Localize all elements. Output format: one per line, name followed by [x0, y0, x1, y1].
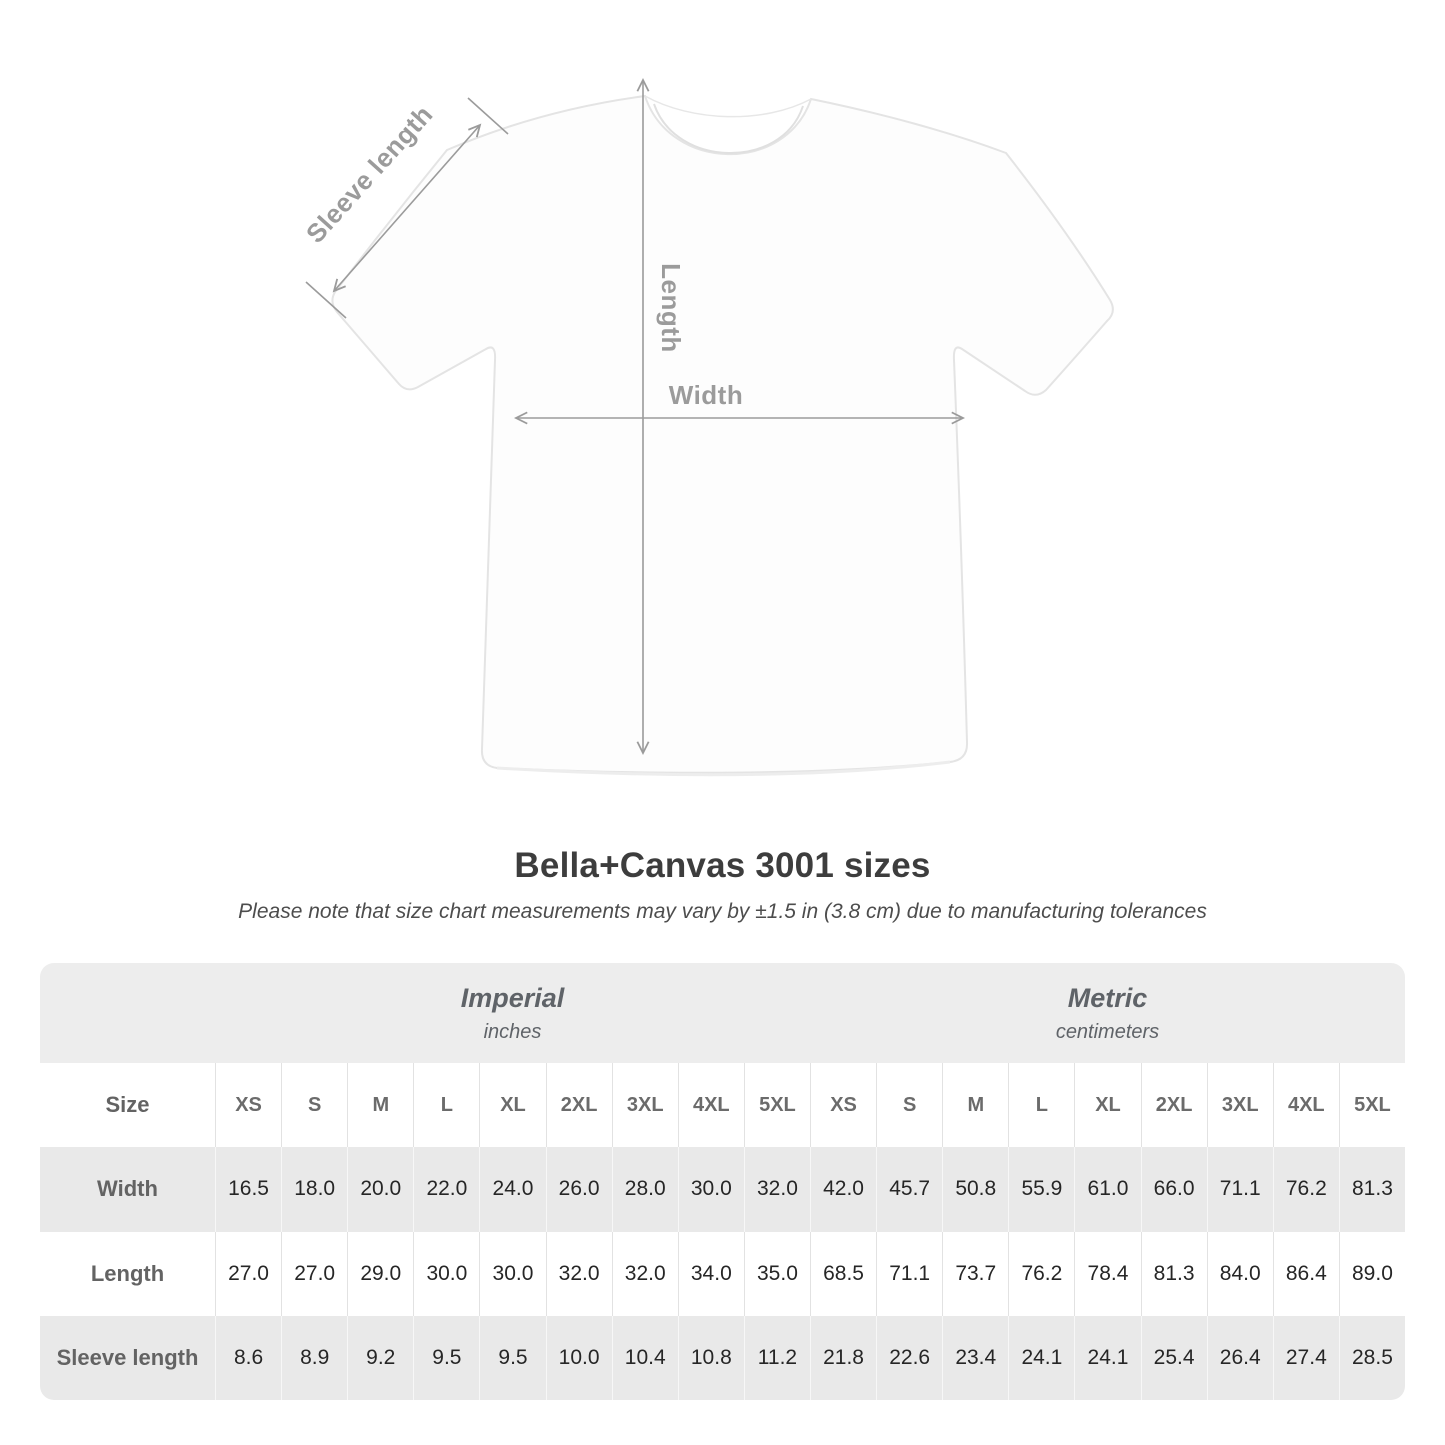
metric-unit: centimeters [1055, 1020, 1160, 1043]
size-header-row: Size XS S M L XL 2XL 3XL 4XL 5XL XS S M L XL 2XL 3XL 4XL… [40, 1063, 1405, 1148]
table-cell: 9.5 [413, 1315, 479, 1400]
table-cell: 66.0 [1140, 1147, 1207, 1232]
table-cell: 76.2 [1008, 1231, 1074, 1316]
size-column-header: Size [105, 1092, 150, 1118]
table-cell: 32.0 [743, 1147, 810, 1232]
tshirt-measurement-diagram: Length Width Sleeve length [300, 77, 1114, 777]
tshirt-silhouette [331, 94, 1114, 777]
table-cell: 32.0 [611, 1231, 678, 1316]
unit-group-metric: Metric centimeters [810, 963, 1405, 1063]
table-cell: 81.3 [1140, 1231, 1207, 1316]
table-cell: 61.0 [1074, 1147, 1140, 1232]
unit-band-row: Imperial inches Metric centimeters [40, 963, 1405, 1063]
table-cell: 71.1 [876, 1231, 942, 1316]
row-label: Sleeve length [56, 1344, 199, 1370]
table-cell: 27.4 [1272, 1315, 1339, 1400]
size-col-header: XS [215, 1063, 281, 1148]
table-row: Length 27.0 27.0 29.0 30.0 30.0 32.0 32.0 34.0 35… [40, 1231, 1405, 1316]
table-cell: 25.4 [1140, 1315, 1207, 1400]
table-cell: 30.0 [677, 1147, 744, 1232]
size-col-header: S [281, 1063, 347, 1148]
metric-label: Metric [1067, 982, 1148, 1013]
imperial-label: Imperial [460, 982, 565, 1013]
table-cell: 55.9 [1008, 1147, 1074, 1232]
table-cell: 78.4 [1074, 1231, 1140, 1316]
table-cell: 26.0 [545, 1147, 612, 1232]
table-cell: 42.0 [810, 1147, 876, 1232]
row-label: Length [90, 1260, 165, 1286]
table-cell: 34.0 [677, 1231, 744, 1316]
unit-band-spacer [40, 963, 215, 1063]
table-cell: 84.0 [1206, 1231, 1273, 1316]
width-label: Width [669, 380, 743, 410]
table-cell: 27.0 [215, 1231, 281, 1316]
size-col-header: 5XL [1338, 1063, 1405, 1148]
page-subtitle: Please note that size chart measurements… [238, 900, 1207, 923]
table-cell: 86.4 [1272, 1231, 1339, 1316]
size-col-header: XL [1074, 1063, 1140, 1148]
size-table: Imperial inches Metric centimeters Size … [40, 963, 1405, 1400]
table-cell: 20.0 [347, 1147, 413, 1232]
size-col-header: 5XL [743, 1063, 810, 1148]
size-col-header: 2XL [545, 1063, 612, 1148]
tshirt-diagram-svg: Length Width Sleeve length [300, 77, 1114, 777]
table-cell: 24.0 [479, 1147, 545, 1232]
table-cell: 32.0 [545, 1231, 612, 1316]
table-cell: 16.5 [215, 1147, 281, 1232]
table-cell: 30.0 [413, 1231, 479, 1316]
table-row: Width 16.5 18.0 20.0 22.0 24.0 26.0 28.0 30.0 32.… [40, 1147, 1405, 1232]
unit-group-imperial: Imperial inches [215, 963, 810, 1063]
table-cell: 68.5 [810, 1231, 876, 1316]
table-cell: 81.3 [1338, 1147, 1405, 1232]
table-cell: 21.8 [810, 1315, 876, 1400]
size-col-header: S [876, 1063, 942, 1148]
table-cell: 24.1 [1074, 1315, 1140, 1400]
table-cell: 73.7 [942, 1231, 1008, 1316]
size-col-header: 3XL [1206, 1063, 1273, 1148]
table-cell: 35.0 [743, 1231, 810, 1316]
table-cell: 45.7 [876, 1147, 942, 1232]
heading-section: Bella+Canvas 3001 sizes Please note that… [0, 846, 1445, 924]
table-cell: 89.0 [1338, 1231, 1405, 1316]
table-cell: 9.5 [479, 1315, 545, 1400]
size-col-header: L [413, 1063, 479, 1148]
table-cell: 50.8 [942, 1147, 1008, 1232]
table-cell: 8.9 [281, 1315, 347, 1400]
size-col-header: L [1008, 1063, 1074, 1148]
table-cell: 24.1 [1008, 1315, 1074, 1400]
table-cell: 22.6 [876, 1315, 942, 1400]
table-cell: 30.0 [479, 1231, 545, 1316]
table-cell: 11.2 [743, 1315, 810, 1400]
table-cell: 28.0 [611, 1147, 678, 1232]
table-cell: 26.4 [1206, 1315, 1273, 1400]
table-cell: 10.0 [545, 1315, 612, 1400]
table-row: Sleeve length 8.6 8.9 9.2 9.5 9.5 10.0 10.4 10.8… [40, 1315, 1405, 1400]
page-title: Bella+Canvas 3001 sizes [514, 846, 931, 885]
table-cell: 27.0 [281, 1231, 347, 1316]
imperial-unit: inches [483, 1020, 542, 1043]
table-cell: 8.6 [215, 1315, 281, 1400]
table-cell: 71.1 [1206, 1147, 1273, 1232]
table-cell: 28.5 [1338, 1315, 1405, 1400]
size-col-header: XL [479, 1063, 545, 1148]
sleeve-length-arrow [305, 97, 509, 319]
table-cell: 10.4 [611, 1315, 678, 1400]
size-col-header: 3XL [611, 1063, 678, 1148]
table-cell: 29.0 [347, 1231, 413, 1316]
table-cell: 76.2 [1272, 1147, 1339, 1232]
length-label: Length [656, 263, 686, 353]
size-col-header: 4XL [677, 1063, 744, 1148]
table-cell: 18.0 [281, 1147, 347, 1232]
row-label: Width [97, 1176, 158, 1202]
size-col-header: M [942, 1063, 1008, 1148]
size-col-header: XS [810, 1063, 876, 1148]
size-col-header: 2XL [1140, 1063, 1207, 1148]
table-cell: 23.4 [942, 1315, 1008, 1400]
table-cell: 22.0 [413, 1147, 479, 1232]
size-col-header: 4XL [1272, 1063, 1339, 1148]
size-col-header: M [347, 1063, 413, 1148]
table-cell: 10.8 [677, 1315, 744, 1400]
table-cell: 9.2 [347, 1315, 413, 1400]
